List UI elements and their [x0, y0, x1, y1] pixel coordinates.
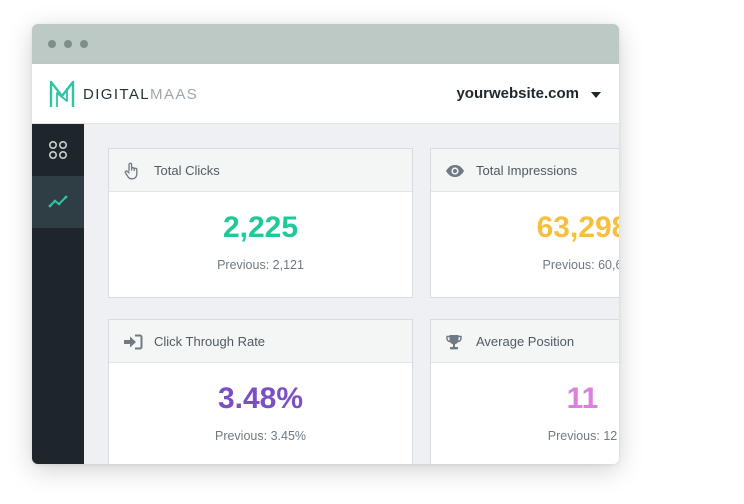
- pointer-hand-icon: [124, 162, 138, 180]
- card-body: 2,225 Previous: 2,121: [109, 192, 412, 297]
- sign-in-arrow-icon: [124, 334, 143, 350]
- card-body: 11 Previous: 12: [431, 363, 619, 464]
- window-titlebar: [32, 24, 619, 64]
- chevron-down-icon[interactable]: [591, 92, 601, 98]
- browser-window: DIGITALMAAS yourwebsite.com: [32, 24, 619, 464]
- card-body: 3.48% Previous: 3.45%: [109, 363, 412, 464]
- trend-chart-icon: [48, 195, 68, 208]
- card-title: Click Through Rate: [154, 334, 266, 349]
- window-dot-close[interactable]: [48, 40, 56, 48]
- card-title: Average Position: [476, 334, 575, 349]
- metric-value: 63,298: [536, 211, 619, 244]
- brand-name[interactable]: DIGITALMAAS: [83, 86, 198, 104]
- app-header: DIGITALMAAS yourwebsite.com: [32, 64, 619, 124]
- card-title: Total Clicks: [154, 163, 220, 178]
- eye-icon: [446, 165, 464, 177]
- metric-previous: Previous: 3.45%: [214, 429, 307, 443]
- dashboard-content: Total Clicks 2,225 Previous: 2,121 Total…: [84, 124, 619, 464]
- metric-card-click-through-rate: Click Through Rate 3.48% Previous: 3.45%: [108, 319, 413, 464]
- sidebar-item-analytics[interactable]: [32, 176, 84, 228]
- metric-previous: Previous: 12: [547, 429, 618, 443]
- card-body: 63,298 Previous: 60,6: [431, 192, 619, 297]
- website-selector[interactable]: yourwebsite.com: [456, 85, 579, 102]
- grid-icon: [48, 140, 68, 160]
- window-dot-minimize[interactable]: [64, 40, 72, 48]
- brand-name-part1: DIGITAL: [83, 86, 151, 103]
- metric-card-average-position: Average Position 11 Previous: 12: [430, 319, 619, 464]
- window-dot-maximize[interactable]: [80, 40, 88, 48]
- brand-name-part2: MAAS: [150, 86, 199, 103]
- sidebar-item-dashboard[interactable]: [32, 124, 84, 176]
- sidebar: [32, 124, 84, 464]
- metric-previous: Previous: 60,6: [542, 258, 619, 272]
- digitalmaas-logo-icon[interactable]: [48, 79, 76, 109]
- metric-value: 2,225: [222, 211, 299, 244]
- metric-value: 11: [566, 382, 599, 415]
- metric-value: 3.48%: [217, 382, 304, 415]
- card-header: Total Impressions: [431, 149, 619, 192]
- card-title: Total Impressions: [476, 163, 578, 178]
- metric-card-total-clicks: Total Clicks 2,225 Previous: 2,121: [108, 148, 413, 298]
- card-header: Click Through Rate: [109, 320, 412, 363]
- metric-card-total-impressions: Total Impressions 63,298 Previous: 60,6: [430, 148, 619, 298]
- card-header: Average Position: [431, 320, 619, 363]
- trophy-icon: [446, 335, 462, 350]
- metric-previous: Previous: 2,121: [217, 258, 304, 272]
- card-header: Total Clicks: [109, 149, 412, 192]
